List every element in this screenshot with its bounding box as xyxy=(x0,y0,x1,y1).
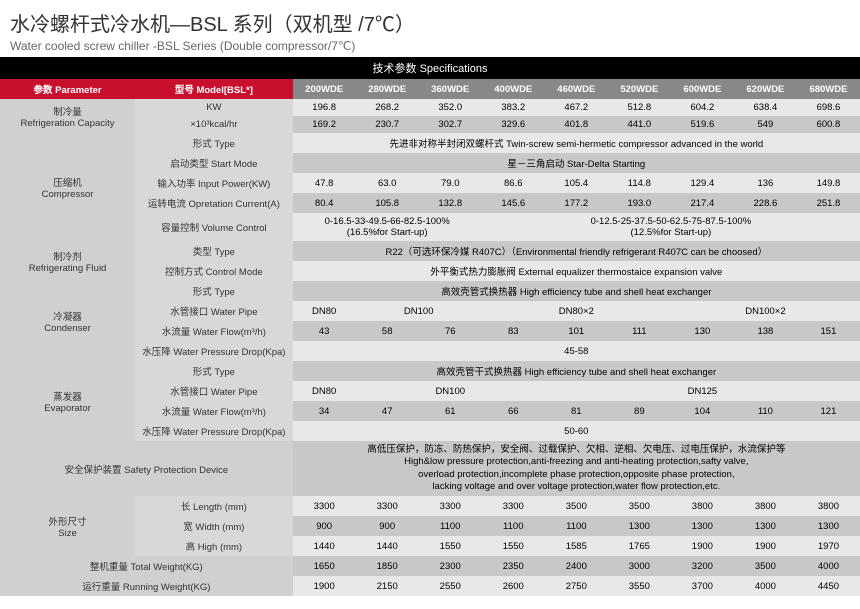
sub-label: 容量控制 Volume Control xyxy=(135,213,293,241)
model-col: 400WDE xyxy=(482,79,545,99)
sec-evaporator: 蒸发器 Evaporator xyxy=(0,361,135,441)
table-row: 外形尺寸 Size长 Length (mm)330033003300330035… xyxy=(0,496,860,516)
title-en: Water cooled screw chiller -BSL Series (… xyxy=(10,39,850,53)
sub-label: 宽 Width (mm) xyxy=(135,516,293,536)
sub-label: 类型 Type xyxy=(135,241,293,261)
model-col: 600WDE xyxy=(671,79,734,99)
spec-header: 技术参数 Specifications xyxy=(0,57,860,79)
sub-label: 高 High (mm) xyxy=(135,536,293,556)
model-col: 520WDE xyxy=(608,79,671,99)
table-row: 冷凝器 Condenser形式 Type高效壳管式换热器 High effici… xyxy=(0,281,860,301)
model-col: 620WDE xyxy=(734,79,797,99)
table-row: 制冷剂 Refrigerating Fluid类型 TypeR22（可选环保冷媒… xyxy=(0,241,860,261)
table-row: 安全保护装置 Safety Protection Device高低压保护，防冻、… xyxy=(0,441,860,496)
model-col: 360WDE xyxy=(419,79,482,99)
header-row: 参数 Parameter 型号 Model[BSL*] 200WDE280WDE… xyxy=(0,79,860,99)
sub-label: KW xyxy=(135,99,293,116)
table-row: 压缩机 Compressor形式 Type先进非对称半封闭双螺杆式 Twin-s… xyxy=(0,133,860,153)
hdr-model: 型号 Model[BSL*] xyxy=(135,79,293,99)
sec-safety: 安全保护装置 Safety Protection Device xyxy=(0,441,293,496)
sub-label: 形式 Type xyxy=(135,281,293,301)
table-row: 制冷量 Refrigeration CapacityKW196.8268.235… xyxy=(0,99,860,116)
hdr-param: 参数 Parameter xyxy=(0,79,135,99)
sec-run-weight: 运行重量 Running Weight(KG) xyxy=(0,576,293,596)
sub-label: 水流量 Water Flow(m³/h) xyxy=(135,321,293,341)
sec-size: 外形尺寸 Size xyxy=(0,496,135,556)
model-col: 280WDE xyxy=(356,79,419,99)
table-row: 运行重量 Running Weight(KG)19002150255026002… xyxy=(0,576,860,596)
sec-condenser: 冷凝器 Condenser xyxy=(0,281,135,361)
sub-label: 长 Length (mm) xyxy=(135,496,293,516)
sub-label: 水流量 Water Flow(m³/h) xyxy=(135,401,293,421)
sub-label: 运转电流 Opretation Current(A) xyxy=(135,193,293,213)
sub-label: 形式 Type xyxy=(135,133,293,153)
sub-label: 控制方式 Control Mode xyxy=(135,261,293,281)
sub-label: 水管接口 Water Pipe xyxy=(135,381,293,401)
sub-label: 输入功率 Input Power(KW) xyxy=(135,173,293,193)
sec-fluid: 制冷剂 Refrigerating Fluid xyxy=(0,241,135,281)
model-col: 460WDE xyxy=(545,79,608,99)
sub-label: 水压降 Water Pressure Drop(Kpa) xyxy=(135,421,293,441)
model-col: 680WDE xyxy=(797,79,860,99)
sec-total-weight: 整机重量 Total Weight(KG) xyxy=(0,556,293,576)
table-row: 整机重量 Total Weight(KG)1650185023002350240… xyxy=(0,556,860,576)
sec-compressor: 压缩机 Compressor xyxy=(0,133,135,241)
sub-label: 水管接口 Water Pipe xyxy=(135,301,293,321)
sub-label: 启动类型 Start Mode xyxy=(135,153,293,173)
spec-table: 参数 Parameter 型号 Model[BSL*] 200WDE280WDE… xyxy=(0,79,860,596)
title-cn: 水冷螺杆式冷水机—BSL 系列（双机型 /7℃） xyxy=(10,8,850,37)
sub-label: 形式 Type xyxy=(135,361,293,381)
sec-refrig: 制冷量 Refrigeration Capacity xyxy=(0,99,135,133)
sub-label: ×10³kcal/hr xyxy=(135,116,293,133)
sub-label: 水压降 Water Pressure Drop(Kpa) xyxy=(135,341,293,361)
table-row: 蒸发器 Evaporator形式 Type高效壳管干式换热器 High effi… xyxy=(0,361,860,381)
model-col: 200WDE xyxy=(293,79,356,99)
